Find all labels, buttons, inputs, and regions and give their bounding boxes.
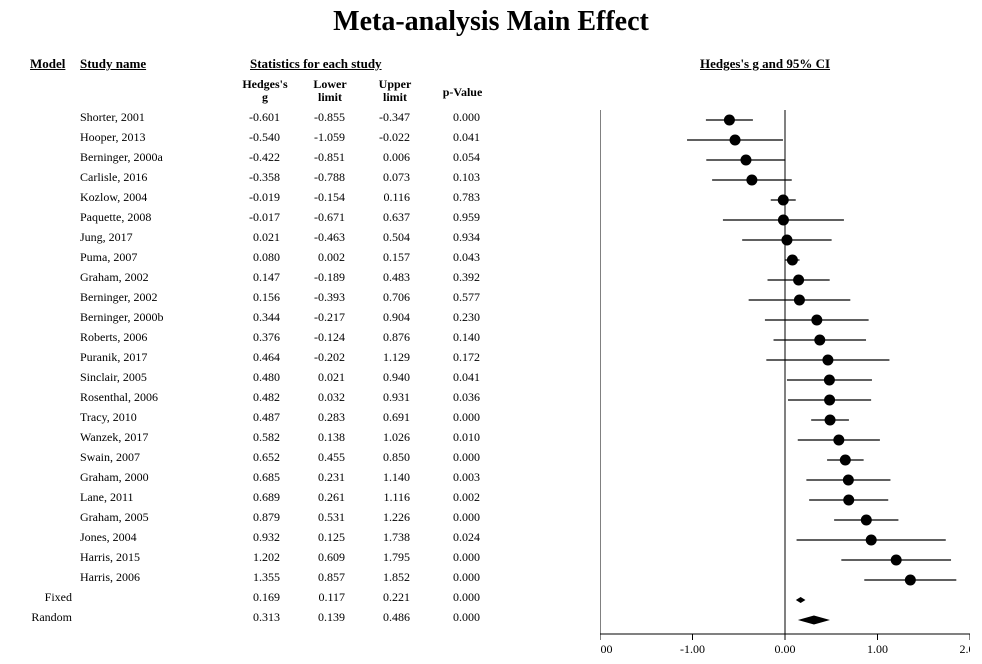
col-hedges-header: Hedges's g — [240, 78, 290, 104]
point-marker — [814, 335, 825, 346]
col-model-header: Model — [30, 56, 65, 72]
p-value-cell: 0.230 — [0, 310, 480, 325]
summary-diamond — [798, 616, 830, 625]
p-value-cell: 0.392 — [0, 270, 480, 285]
p-value-cell: 0.010 — [0, 430, 480, 445]
axis-tick-label: 0.00 — [775, 642, 796, 656]
point-marker — [905, 575, 916, 586]
p-value-cell: 0.103 — [0, 170, 480, 185]
p-value-cell: 0.577 — [0, 290, 480, 305]
point-marker — [730, 135, 741, 146]
col-pvalue-header: p-Value — [435, 86, 490, 99]
p-value-cell: 0.041 — [0, 130, 480, 145]
p-value-cell: 0.002 — [0, 490, 480, 505]
p-value-cell: 0.003 — [0, 470, 480, 485]
point-marker — [724, 115, 735, 126]
axis-tick-label: 2.00 — [960, 642, 971, 656]
p-value-cell: 0.043 — [0, 250, 480, 265]
point-marker — [825, 415, 836, 426]
col-stats-group-header: Statistics for each study — [250, 56, 382, 72]
axis-tick-label: -2.00 — [600, 642, 613, 656]
point-marker — [794, 295, 805, 306]
p-value-cell: 0.172 — [0, 350, 480, 365]
p-value-cell: 0.000 — [0, 610, 480, 625]
p-value-cell: 0.000 — [0, 410, 480, 425]
col-plot-group-header: Hedges's g and 95% CI — [700, 56, 830, 72]
point-marker — [861, 515, 872, 526]
p-value-cell: 0.000 — [0, 450, 480, 465]
p-value-cell: 0.036 — [0, 390, 480, 405]
axis-tick-label: -1.00 — [680, 642, 705, 656]
point-marker — [778, 195, 789, 206]
col-study-header: Study name — [80, 56, 146, 72]
point-marker — [840, 455, 851, 466]
summary-diamond — [796, 597, 806, 603]
point-marker — [833, 435, 844, 446]
point-marker — [781, 235, 792, 246]
point-marker — [866, 535, 877, 546]
col-upper-header: Upper limit — [370, 78, 420, 104]
p-value-cell: 0.783 — [0, 190, 480, 205]
p-value-cell: 0.000 — [0, 590, 480, 605]
forest-plot: -2.00 -1.00 0.00 1.00 2.00 — [600, 110, 970, 664]
point-marker — [822, 355, 833, 366]
p-value-cell: 0.000 — [0, 550, 480, 565]
p-value-cell: 0.024 — [0, 530, 480, 545]
p-value-cell: 0.000 — [0, 110, 480, 125]
point-marker — [843, 495, 854, 506]
p-value-cell: 0.934 — [0, 230, 480, 245]
axis-tick-label: 1.00 — [867, 642, 888, 656]
point-marker — [891, 555, 902, 566]
point-marker — [740, 155, 751, 166]
forest-plot-page: Meta-analysis Main Effect Model Study na… — [0, 0, 982, 664]
point-marker — [843, 475, 854, 486]
point-marker — [824, 395, 835, 406]
p-value-cell: 0.041 — [0, 370, 480, 385]
point-marker — [746, 175, 757, 186]
page-title: Meta-analysis Main Effect — [0, 0, 982, 38]
p-value-cell: 0.000 — [0, 510, 480, 525]
point-marker — [778, 215, 789, 226]
p-value-cell: 0.140 — [0, 330, 480, 345]
p-value-cell: 0.054 — [0, 150, 480, 165]
p-value-cell: 0.000 — [0, 570, 480, 585]
point-marker — [793, 275, 804, 286]
p-value-cell: 0.959 — [0, 210, 480, 225]
col-lower-header: Lower limit — [305, 78, 355, 104]
point-marker — [824, 375, 835, 386]
point-marker — [787, 255, 798, 266]
point-marker — [811, 315, 822, 326]
